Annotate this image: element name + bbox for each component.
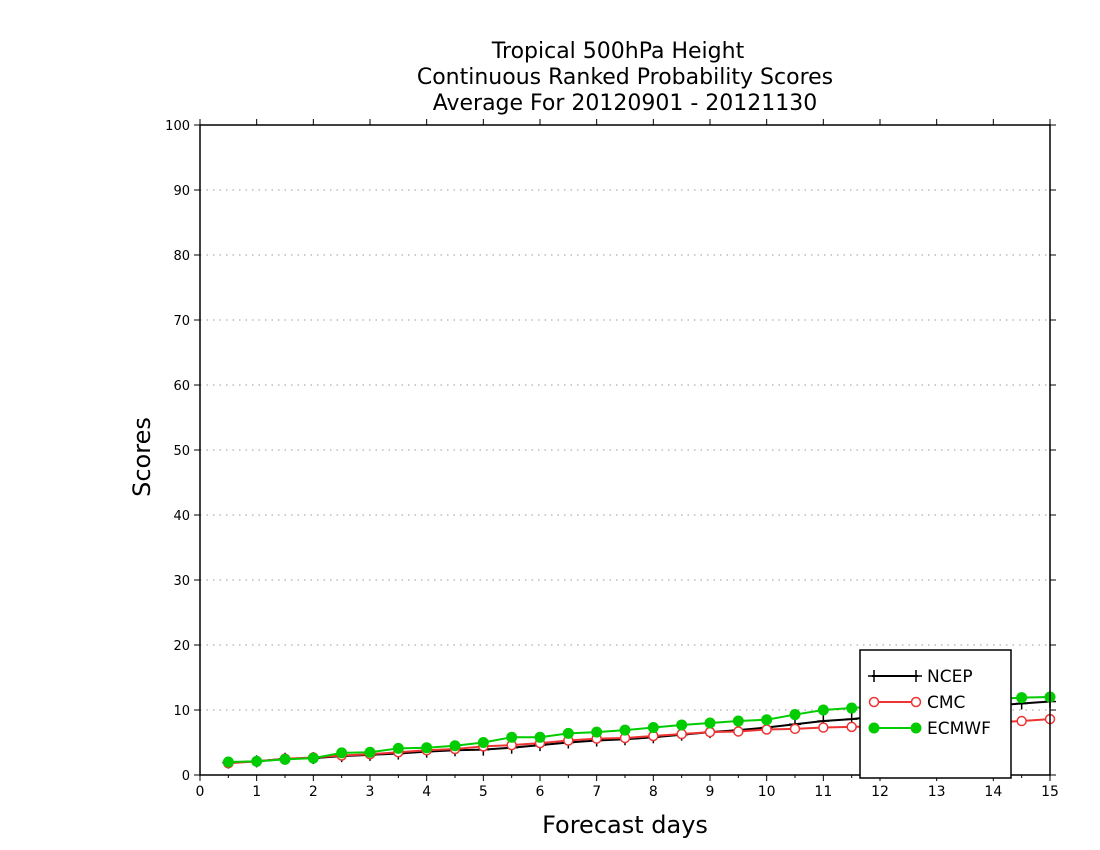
series-cmc-point	[1016, 715, 1027, 727]
x-tick-label: 13	[928, 784, 946, 800]
chart-title: Tropical 500hPa Height Continuous Ranked…	[417, 39, 833, 116]
series-ecmwf-point	[336, 747, 348, 759]
series-cmc-point	[704, 726, 716, 738]
x-tick-label: 11	[814, 784, 832, 800]
x-tick-label: 1	[252, 784, 261, 800]
x-axis-title: Forecast days	[542, 811, 708, 839]
series-cmc-point	[818, 722, 829, 733]
y-tick-labels: 0 10 20 30 40 50 60 70 80 90 100	[165, 119, 190, 784]
series-ecmwf-point	[676, 719, 688, 731]
series-ecmwf-point	[307, 752, 319, 764]
legend-ecmwf-marker-left	[868, 722, 880, 734]
y-tick-label: 100	[165, 119, 190, 134]
series-ecmwf-point	[449, 740, 461, 752]
x-tick-label: 10	[758, 784, 776, 800]
y-tick-label: 70	[173, 314, 190, 329]
series-ecmwf-point	[279, 753, 291, 765]
legend-ncep-label: NCEP	[927, 667, 973, 687]
gridlines	[200, 189, 1050, 711]
legend-cmc-label: CMC	[927, 693, 965, 713]
chart-title-line-3: Average For 20120901 - 20121130	[433, 91, 818, 116]
series-ecmwf-point	[251, 755, 263, 767]
y-tick-label: 0	[182, 769, 190, 784]
series-cmc-point	[733, 726, 744, 737]
x-tick-labels: 0 1 2 3 4 5 6 7 8 9 10 11 12 13 14 15	[196, 784, 1059, 800]
legend-ncep-marker-right	[910, 670, 922, 682]
x-tick-label: 14	[984, 784, 1002, 800]
series-cmc-point	[676, 728, 687, 740]
y-tick-label: 10	[173, 704, 190, 719]
series-ecmwf-point	[421, 742, 433, 754]
y-tick-label: 30	[173, 574, 190, 589]
x-tick-label: 4	[422, 784, 431, 800]
series-ecmwf-point	[534, 731, 546, 743]
legend-box	[859, 649, 1012, 779]
series-ecmwf-point	[591, 726, 603, 738]
x-tick-label: 12	[871, 784, 889, 800]
legend: NCEP CMC ECMWF	[859, 649, 1012, 779]
legend-entry-ecmwf: ECMWF	[868, 719, 991, 739]
series-cmc-point	[846, 721, 857, 733]
y-tick-label: 20	[173, 639, 190, 654]
y-tick-label: 40	[173, 509, 190, 524]
series-ecmwf-point	[817, 704, 829, 716]
y-axis-title: Scores	[128, 417, 156, 497]
x-tick-label: 15	[1041, 784, 1059, 800]
x-tick-label: 0	[196, 784, 205, 800]
series-ecmwf-point	[647, 722, 659, 734]
legend-ncep-marker-left	[868, 670, 880, 682]
legend-entry-ncep: NCEP	[868, 667, 973, 687]
series-cmc-point	[761, 724, 772, 735]
x-tick-label: 8	[649, 784, 658, 800]
series-ecmwf-point	[477, 737, 489, 748]
legend-cmc-marker-left	[868, 696, 880, 708]
series-ecmwf-point	[704, 717, 716, 729]
x-tick-label: 9	[706, 784, 715, 800]
x-tick-label: 5	[479, 784, 488, 800]
x-tick-label: 3	[366, 784, 375, 800]
series-ecmwf-point	[364, 746, 376, 758]
y-tick-label: 60	[173, 379, 190, 394]
series-ecmwf-point	[506, 731, 518, 743]
series-ecmwf-point	[846, 702, 858, 714]
series-ecmwf-point	[761, 714, 773, 726]
series-ecmwf-point	[789, 709, 801, 721]
x-tick-label: 7	[592, 784, 601, 800]
series-ecmwf-point	[562, 727, 574, 739]
legend-ecmwf-marker-right	[910, 722, 922, 734]
legend-ecmwf-label: ECMWF	[927, 719, 991, 739]
series-ecmwf-point	[392, 742, 404, 754]
y-tick-label: 50	[173, 444, 190, 459]
series-ecmwf-point	[1016, 692, 1028, 704]
chart-title-line-2: Continuous Ranked Probability Scores	[417, 65, 833, 90]
series-ecmwf-point	[222, 756, 234, 768]
legend-entry-cmc: CMC	[868, 693, 965, 713]
x-tick-label: 2	[309, 784, 318, 800]
y-tick-label: 80	[173, 249, 190, 264]
chart-title-line-1: Tropical 500hPa Height	[491, 39, 745, 64]
plot-frame	[199, 124, 1051, 776]
legend-cmc-marker-right	[910, 696, 922, 708]
x-tick-label: 6	[536, 784, 545, 800]
series-ecmwf-point	[732, 715, 744, 727]
series-cmc-point	[789, 723, 801, 735]
y-tick-label: 90	[173, 184, 190, 199]
series-ecmwf-point	[619, 724, 631, 736]
